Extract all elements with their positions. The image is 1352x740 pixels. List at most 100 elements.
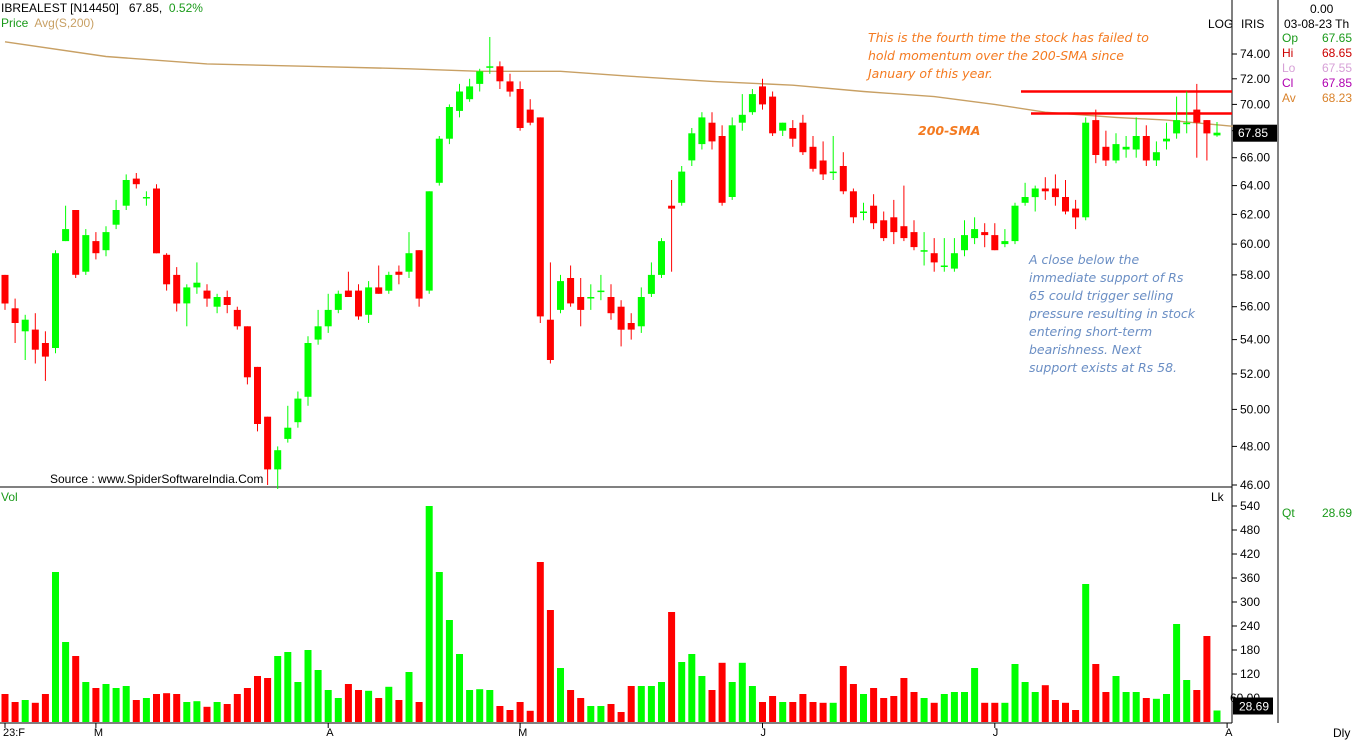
log-scale-label[interactable]: LOG <box>1208 17 1234 31</box>
volume-bar <box>1021 682 1029 722</box>
annotation-sma-label: 200-SMA <box>918 123 981 138</box>
candle-body <box>597 290 605 293</box>
volume-bar <box>748 686 756 722</box>
volume-bar <box>233 694 241 722</box>
candle-body <box>1072 208 1080 218</box>
candle-body <box>557 281 564 310</box>
price-tick-label: 56.00 <box>1240 300 1270 314</box>
candle-body <box>637 297 645 327</box>
symbol-name: IBREALEST [N14450] <box>1 1 119 15</box>
annotation-line: 65 could trigger selling <box>1029 288 1174 303</box>
volume-bar <box>728 682 736 722</box>
time-tick-label: M <box>94 727 103 739</box>
volume-label: Vol <box>1 490 18 504</box>
candle-body <box>1193 109 1201 123</box>
volume-bar <box>294 682 302 722</box>
candle-body <box>1062 197 1069 212</box>
candle-body <box>849 191 857 218</box>
candle-body <box>425 191 433 291</box>
volume-bar <box>1142 698 1150 722</box>
annotation-line: immediate support of Rs <box>1029 270 1184 285</box>
volume-bar <box>718 662 726 722</box>
candle-body <box>809 146 817 169</box>
candle-body <box>789 128 797 139</box>
price-tick-label: 54.00 <box>1240 333 1270 347</box>
avg-row: Av 68.23 <box>1282 91 1352 107</box>
candle-body <box>173 274 181 304</box>
candle-body <box>223 297 231 305</box>
candle-body <box>910 232 918 248</box>
volume-bar <box>597 706 605 722</box>
time-tick-label: J <box>993 727 999 739</box>
candle-body <box>435 138 443 183</box>
candle-body <box>981 232 989 236</box>
candle-body <box>658 241 665 275</box>
volume-bar <box>456 654 463 722</box>
volume-bar <box>1092 664 1100 722</box>
candle-body <box>82 235 90 272</box>
volume-bar <box>738 662 746 722</box>
volume-bar <box>284 652 292 722</box>
last-volume-box <box>1233 697 1273 715</box>
volume-bar <box>779 702 787 722</box>
annotation-line: This is the fourth time the stock has fa… <box>868 30 1149 45</box>
volume-bar <box>1041 685 1049 722</box>
candle-body <box>1001 241 1009 245</box>
candle-body <box>183 287 191 304</box>
candle-body <box>132 178 140 185</box>
volume-tick-label: 180 <box>1240 643 1260 657</box>
candle-body <box>991 235 999 251</box>
avg-value: 68.23 <box>1321 91 1352 105</box>
open-row: Op 67.65 <box>1282 31 1352 47</box>
annotation-line: hold momentum over the 200-SMA since <box>868 48 1124 63</box>
volume-bar <box>910 692 918 722</box>
volume-bar <box>1011 664 1019 722</box>
volume-bar <box>243 688 251 722</box>
candle-body <box>112 210 120 225</box>
volume-bar <box>355 690 362 722</box>
candle-body <box>940 265 948 267</box>
volume-bar <box>870 688 878 722</box>
volume-bar <box>819 702 827 722</box>
candle-body <box>486 66 494 68</box>
close-value: 67.85 <box>1321 76 1352 90</box>
volume-bar <box>678 662 686 722</box>
candle-body <box>567 278 575 304</box>
period-label[interactable]: Dly <box>1333 726 1351 740</box>
volume-bar <box>21 700 29 722</box>
candle-body <box>375 287 383 294</box>
candle-body <box>950 253 958 269</box>
candle-body <box>1122 146 1130 150</box>
volume-bar <box>526 710 534 722</box>
volume-bar <box>890 696 898 722</box>
candle-body <box>92 241 100 254</box>
volume-bar <box>466 690 474 722</box>
candle-body <box>1183 122 1191 125</box>
price-tick-label: 66.00 <box>1240 151 1270 165</box>
volume-tick-label: 120 <box>1240 667 1260 681</box>
candle-body <box>294 398 302 423</box>
volume-bar <box>1102 692 1110 722</box>
volume-bar <box>930 702 938 722</box>
volume-bar <box>1203 636 1211 722</box>
volume-bar <box>445 620 453 722</box>
qty-row: Qt 28.69 <box>1282 506 1352 522</box>
candle-body <box>799 122 807 153</box>
symbol-header: IBREALEST [N14450] 67.85, 0.52% <box>1 1 203 15</box>
volume-bar <box>132 700 140 722</box>
volume-bar <box>486 690 494 722</box>
volume-bar <box>839 666 847 722</box>
candle-body <box>233 309 241 327</box>
price-tick-label: 58.00 <box>1240 268 1270 282</box>
candle-body <box>1031 188 1039 198</box>
volume-bar <box>971 668 979 722</box>
candle-body <box>688 133 696 161</box>
annotation-support-note: A close below the immediate support of R… <box>1029 251 1195 377</box>
chart-name-label: IRIS <box>1241 17 1265 31</box>
low-label: Lo <box>1282 61 1296 75</box>
volume-bar <box>900 678 908 722</box>
volume-bar <box>647 686 655 722</box>
candle-body <box>678 171 686 203</box>
candle-body <box>344 290 352 297</box>
